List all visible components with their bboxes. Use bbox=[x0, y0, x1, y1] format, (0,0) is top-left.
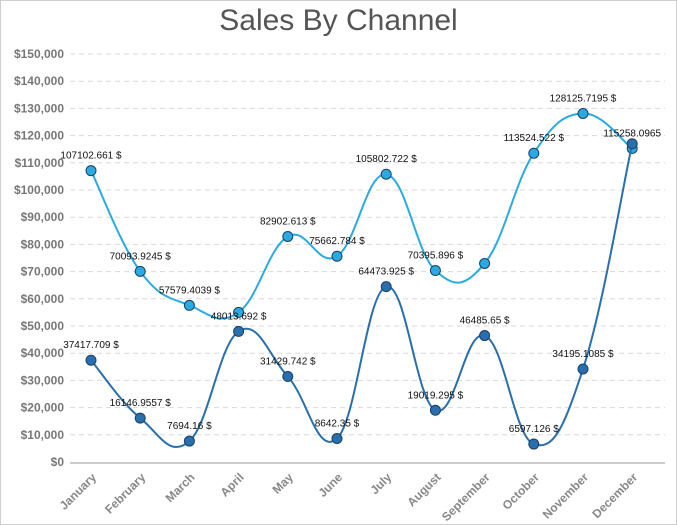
data-label: 6597.126 $ bbox=[509, 424, 559, 435]
data-label: 75662.784 $ bbox=[309, 236, 365, 247]
data-point bbox=[380, 281, 392, 293]
y-tick-label: $140,000 bbox=[14, 74, 64, 88]
data-label: 115258.0965 bbox=[603, 128, 661, 139]
chart-title: Sales By Channel bbox=[219, 4, 458, 37]
data-point bbox=[134, 265, 146, 277]
data-point bbox=[528, 438, 540, 450]
data-label: 46485.65 $ bbox=[460, 316, 510, 327]
data-point bbox=[134, 412, 146, 424]
y-tick-label: $40,000 bbox=[21, 346, 65, 360]
x-tick-label: November bbox=[540, 470, 592, 522]
x-tick-label: June bbox=[315, 470, 345, 500]
data-point bbox=[331, 250, 343, 262]
data-point bbox=[479, 330, 491, 342]
data-point bbox=[282, 231, 294, 243]
data-point bbox=[626, 138, 638, 150]
data-label: 128125.7195 $ bbox=[550, 93, 617, 104]
data-label: 31429.742 $ bbox=[260, 357, 316, 368]
data-label: 48013.692 $ bbox=[211, 311, 267, 322]
y-tick-label: $70,000 bbox=[21, 265, 65, 279]
x-tick-label: August bbox=[404, 470, 443, 509]
y-tick-label: $10,000 bbox=[21, 428, 65, 442]
data-point bbox=[528, 147, 540, 159]
data-point bbox=[85, 354, 97, 366]
x-tick-label: December bbox=[589, 470, 640, 521]
data-label: 64473.925 $ bbox=[358, 267, 414, 278]
x-tick-label: July bbox=[367, 470, 394, 497]
x-tick-label: February bbox=[102, 470, 148, 516]
data-point bbox=[479, 257, 491, 269]
data-labels: 107102.661 $ 70093.9245 $ 57579.4039 $ 8290… bbox=[60, 93, 661, 435]
data-point bbox=[233, 306, 245, 318]
data-point bbox=[331, 432, 343, 444]
grid-lines bbox=[70, 53, 665, 436]
data-point bbox=[282, 371, 294, 383]
x-axis: January February March April May June July Augu… bbox=[57, 462, 665, 524]
y-tick-label: $110,000 bbox=[15, 156, 65, 170]
y-tick-label: $60,000 bbox=[21, 292, 65, 306]
x-tick-label: January bbox=[57, 470, 100, 513]
y-tick-label: $80,000 bbox=[21, 237, 65, 251]
data-point bbox=[183, 435, 195, 447]
data-point bbox=[85, 165, 97, 177]
y-tick-label: $120,000 bbox=[14, 129, 64, 143]
data-label: 82902.613 $ bbox=[260, 217, 316, 228]
data-label: 34195.1085 $ bbox=[552, 349, 614, 360]
y-tick-label: $30,000 bbox=[21, 373, 65, 387]
data-label: 107102.661 $ bbox=[60, 151, 122, 162]
data-label: 37417.709 $ bbox=[63, 340, 119, 351]
data-label: 19019.295 $ bbox=[408, 390, 464, 401]
y-tick-label: $20,000 bbox=[21, 401, 65, 415]
data-label: 16146.9557 $ bbox=[110, 398, 172, 409]
data-label: 7694.16 $ bbox=[167, 421, 212, 432]
data-label: 113524.522 $ bbox=[504, 133, 565, 144]
data-label: 57579.4039 $ bbox=[159, 285, 221, 296]
data-point bbox=[429, 265, 441, 277]
y-tick-label: $0 bbox=[51, 455, 65, 469]
y-tick-label: $90,000 bbox=[21, 210, 65, 224]
y-tick-label: $130,000 bbox=[14, 101, 64, 115]
series-group bbox=[85, 107, 638, 450]
x-tick-label: March bbox=[163, 470, 198, 505]
data-label: 105802.722 $ bbox=[356, 154, 418, 165]
data-point bbox=[183, 299, 195, 311]
data-point bbox=[577, 363, 589, 375]
y-tick-label: $100,000 bbox=[14, 183, 64, 197]
data-point bbox=[380, 168, 392, 180]
x-tick-label: September bbox=[439, 470, 493, 524]
data-label: 70395.896 $ bbox=[408, 251, 464, 262]
y-axis: $0 $10,000 $20,000 $30,000 $40,000 $50,000 $60… bbox=[14, 47, 64, 469]
data-point bbox=[429, 404, 441, 416]
data-point bbox=[577, 107, 589, 119]
y-tick-label: $50,000 bbox=[21, 319, 65, 333]
y-tick-label: $150,000 bbox=[14, 47, 64, 61]
data-label: 70093.9245 $ bbox=[110, 251, 172, 262]
x-tick-label: April bbox=[217, 470, 246, 499]
x-tick-label: October bbox=[499, 470, 542, 513]
x-tick-label: May bbox=[270, 470, 297, 497]
data-label: 8642.35 $ bbox=[315, 418, 360, 429]
data-point bbox=[233, 325, 245, 337]
